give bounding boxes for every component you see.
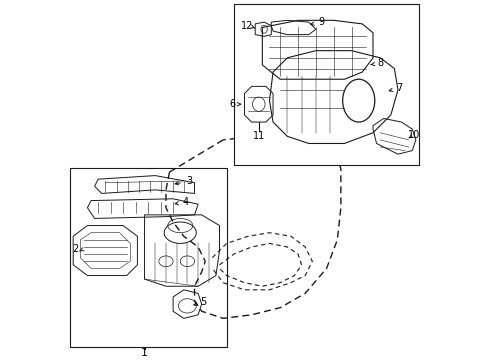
Text: 4: 4 xyxy=(182,197,188,207)
Text: 9: 9 xyxy=(318,17,324,27)
Bar xyxy=(233,4,419,165)
Bar xyxy=(69,168,226,347)
Text: 7: 7 xyxy=(396,83,402,93)
Text: 3: 3 xyxy=(186,176,192,186)
Text: 6: 6 xyxy=(229,99,235,109)
Text: 1: 1 xyxy=(141,348,148,358)
Text: 2: 2 xyxy=(72,244,78,254)
Text: 11: 11 xyxy=(252,131,264,141)
Text: 10: 10 xyxy=(407,130,419,140)
Text: 8: 8 xyxy=(376,58,383,68)
Text: 5: 5 xyxy=(200,297,206,307)
Text: 12: 12 xyxy=(240,21,252,31)
